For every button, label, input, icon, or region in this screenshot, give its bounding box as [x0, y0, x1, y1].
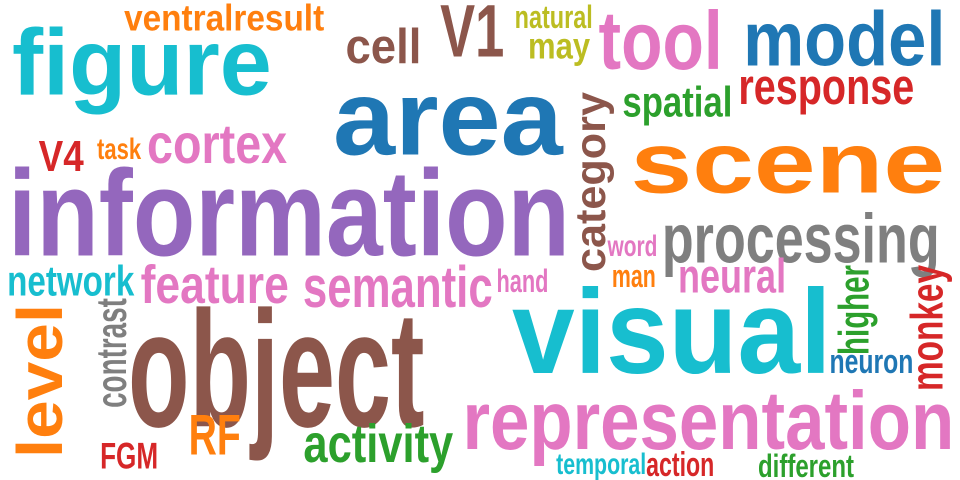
word-information: information	[8, 145, 570, 283]
word-area: area	[333, 58, 563, 178]
word-processing: processing	[661, 200, 940, 278]
word-response: response	[737, 58, 914, 116]
word-FGM: FGM	[100, 435, 159, 477]
word-feature: feature	[140, 255, 289, 315]
word-different: different	[758, 448, 854, 480]
word-cell: cell	[344, 17, 421, 74]
word-figure: figure	[11, 10, 272, 116]
word-category: category	[566, 92, 614, 272]
word-semantic: semantic	[302, 254, 493, 320]
word-temporal: temporal	[556, 447, 647, 480]
word-visual: visual	[512, 264, 832, 400]
word-object: object	[127, 277, 425, 463]
word-cortex: cortex	[147, 112, 288, 176]
word-task: task	[97, 132, 142, 166]
word-V4: V4	[38, 130, 84, 181]
word-hand: hand	[495, 263, 548, 299]
word-level: level	[4, 303, 77, 459]
word-man: man	[611, 258, 656, 294]
word-tool: tool	[598, 0, 723, 88]
word-RF: RF	[188, 402, 241, 467]
word-action: action	[646, 444, 715, 480]
word-neural: neural	[678, 249, 787, 303]
word-ventralresult: ventralresult	[124, 0, 325, 39]
word-network: network	[7, 257, 135, 305]
word-representation: representation	[461, 374, 954, 468]
word-neuron: neuron	[828, 341, 913, 381]
word-spatial: spatial	[621, 78, 732, 126]
word-scene: scene	[630, 113, 945, 212]
word-word: word	[606, 229, 657, 263]
word-V1: V1	[440, 0, 505, 73]
word-activity: activity	[302, 414, 453, 474]
word-may: may	[528, 25, 591, 67]
word-natural: natural	[514, 0, 593, 35]
word-model: model	[743, 0, 946, 83]
word-contrast: contrast	[86, 298, 135, 408]
